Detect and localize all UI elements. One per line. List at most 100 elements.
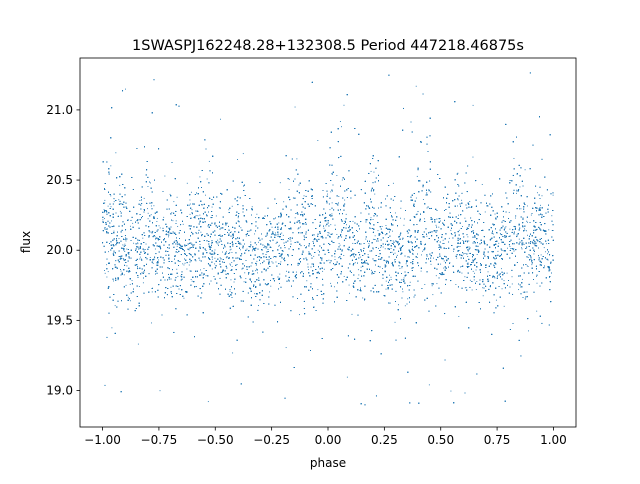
data-point (457, 172, 459, 174)
data-point (164, 175, 166, 177)
data-point (106, 264, 108, 266)
data-point (270, 285, 272, 287)
data-point (509, 245, 511, 247)
data-point (263, 247, 265, 248)
data-point (336, 233, 338, 235)
data-point (423, 218, 425, 220)
data-point (502, 220, 504, 222)
data-point (256, 260, 258, 262)
data-point (453, 250, 455, 252)
data-point (464, 276, 466, 278)
data-point (317, 249, 319, 251)
data-point (139, 256, 141, 258)
data-point (126, 265, 128, 267)
data-point (140, 258, 142, 260)
data-point (243, 281, 245, 283)
data-point (151, 291, 153, 293)
data-point (120, 270, 122, 272)
data-point (392, 182, 394, 184)
data-point (428, 189, 430, 190)
data-point (533, 243, 535, 245)
data-point (528, 330, 529, 332)
data-point (472, 156, 474, 158)
data-point (150, 214, 152, 216)
data-point (387, 260, 389, 262)
data-point (343, 104, 345, 106)
data-point (256, 263, 257, 265)
data-point (330, 282, 332, 284)
data-point (200, 226, 202, 228)
data-point (138, 286, 140, 287)
data-point (275, 242, 277, 244)
data-point (403, 279, 405, 281)
data-point (250, 241, 252, 243)
data-point (548, 229, 550, 231)
data-point (275, 261, 277, 263)
data-point (416, 257, 418, 258)
data-point (231, 251, 233, 253)
data-point (104, 269, 105, 271)
data-point (339, 244, 341, 246)
data-point (449, 262, 451, 264)
data-point (231, 240, 233, 242)
data-point (141, 271, 143, 273)
data-point (173, 201, 175, 203)
data-point (415, 197, 417, 199)
data-point (306, 280, 308, 282)
data-point (376, 215, 378, 217)
data-point (334, 224, 336, 226)
data-point (206, 178, 208, 180)
data-point (207, 401, 209, 403)
data-point (147, 186, 149, 187)
data-point (436, 218, 438, 220)
data-point (107, 205, 109, 207)
data-point (426, 255, 428, 257)
data-point (289, 239, 291, 240)
data-point (189, 199, 191, 201)
data-point (482, 287, 484, 289)
data-point (317, 140, 319, 141)
data-point (531, 264, 533, 266)
data-point (258, 305, 259, 307)
data-point (458, 214, 459, 216)
data-point (102, 219, 104, 221)
data-point (242, 153, 244, 155)
data-point (303, 195, 305, 197)
data-point (536, 282, 538, 284)
data-point (189, 270, 191, 272)
data-point (157, 262, 159, 263)
data-point (455, 284, 457, 285)
data-point (163, 216, 165, 218)
data-point (330, 215, 332, 217)
data-point (403, 218, 405, 220)
data-point (543, 247, 545, 249)
data-point (456, 257, 458, 259)
data-point (333, 286, 335, 288)
data-point (475, 269, 477, 271)
data-point (168, 236, 169, 238)
data-point (104, 199, 106, 201)
data-point (474, 259, 475, 261)
data-point (338, 242, 340, 244)
data-point (381, 225, 383, 227)
data-point (211, 206, 213, 208)
data-point (442, 222, 444, 224)
data-point (135, 248, 137, 250)
data-point (491, 251, 493, 253)
data-point (279, 277, 281, 279)
data-point (468, 225, 470, 227)
data-point (200, 231, 202, 233)
data-point (288, 228, 289, 230)
data-point (125, 284, 127, 286)
data-point (336, 175, 338, 176)
data-point (464, 287, 466, 289)
data-point (230, 248, 232, 250)
data-point (195, 210, 197, 212)
data-point (469, 201, 471, 203)
data-point (346, 224, 348, 226)
data-point (521, 278, 523, 280)
data-point (269, 240, 271, 242)
data-point (435, 224, 437, 226)
data-point (139, 200, 141, 201)
data-point (351, 255, 352, 256)
